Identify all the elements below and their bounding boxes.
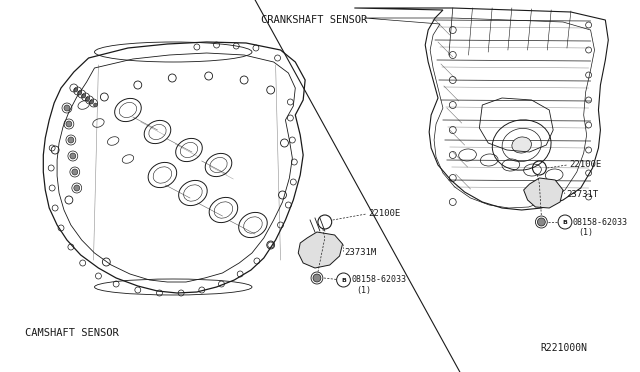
Text: CAMSHAFT SENSOR: CAMSHAFT SENSOR — [25, 328, 119, 338]
Circle shape — [72, 169, 77, 175]
Ellipse shape — [512, 137, 531, 153]
Text: 23731T: 23731T — [566, 189, 598, 199]
Text: CRANKSHAFT SENSOR: CRANKSHAFT SENSOR — [261, 16, 367, 25]
Circle shape — [90, 100, 93, 104]
Text: 08158-62033: 08158-62033 — [573, 218, 628, 227]
Circle shape — [74, 88, 77, 92]
Text: 08158-62033: 08158-62033 — [351, 276, 406, 285]
Circle shape — [86, 97, 90, 101]
Text: B: B — [563, 219, 568, 224]
Text: 22100E: 22100E — [569, 160, 601, 169]
Circle shape — [82, 94, 86, 98]
Circle shape — [77, 91, 82, 95]
Circle shape — [64, 105, 70, 111]
Text: (1): (1) — [356, 285, 371, 295]
Circle shape — [66, 121, 72, 127]
Circle shape — [74, 185, 80, 191]
Circle shape — [337, 273, 351, 287]
Circle shape — [558, 215, 572, 229]
Text: 22100E: 22100E — [368, 208, 401, 218]
Circle shape — [70, 153, 76, 159]
Polygon shape — [298, 232, 342, 268]
Text: 23731M: 23731M — [344, 247, 377, 257]
Circle shape — [93, 103, 97, 107]
Text: (1): (1) — [578, 228, 593, 237]
Circle shape — [538, 218, 545, 226]
Text: B: B — [341, 278, 346, 282]
Circle shape — [313, 274, 321, 282]
Circle shape — [68, 137, 74, 143]
Text: R221000N: R221000N — [540, 343, 588, 353]
Polygon shape — [524, 178, 563, 208]
